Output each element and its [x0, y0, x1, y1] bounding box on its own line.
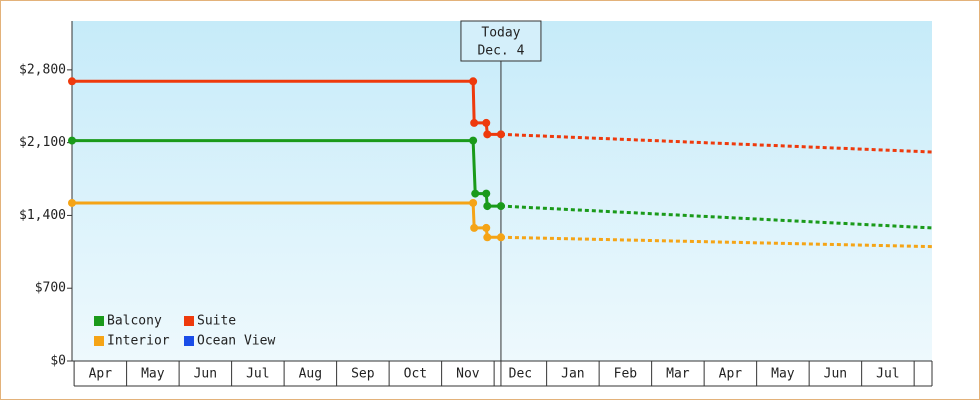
x-tick-label: Oct — [404, 367, 427, 382]
x-tick-label: Jul — [876, 367, 899, 382]
price-point — [68, 136, 76, 145]
x-tick-label: May — [141, 367, 165, 382]
x-tick-label: Feb — [614, 367, 638, 382]
x-tick-label: Aug — [299, 367, 322, 382]
price-point — [482, 189, 491, 198]
legend-label: Balcony — [107, 314, 162, 329]
price-point — [483, 233, 492, 242]
x-tick-label: Apr — [89, 367, 113, 382]
forecast-line — [500, 235, 933, 249]
y-tick-label: $1,400 — [19, 208, 66, 223]
plot-area — [72, 21, 932, 361]
x-tick-label: Jun — [824, 367, 847, 382]
price-point — [496, 202, 505, 211]
x-tick-label: Jan — [561, 367, 584, 382]
price-point — [469, 77, 478, 86]
price-point — [469, 198, 478, 207]
legend-label: Ocean View — [197, 334, 275, 349]
today-date: Dec. 4 — [477, 44, 524, 59]
y-tick-label: $700 — [35, 281, 66, 296]
x-tick-label: Jun — [194, 367, 217, 382]
price-point — [482, 223, 491, 232]
y-tick-label: $2,800 — [19, 62, 66, 77]
legend-label: Interior — [107, 334, 170, 349]
legend-swatch — [94, 336, 104, 346]
price-point — [483, 202, 492, 211]
x-tick-label: May — [771, 367, 795, 382]
price-point — [68, 198, 76, 207]
y-tick-label: $2,100 — [19, 135, 66, 150]
y-tick-label: $0 — [50, 354, 66, 369]
today-box — [460, 20, 542, 62]
x-tick-label: Nov — [456, 367, 480, 382]
forecast-line — [500, 204, 933, 230]
price-point — [469, 136, 478, 145]
legend-label: Suite — [197, 314, 236, 329]
price-point — [496, 233, 505, 242]
price-point — [483, 130, 492, 139]
x-tick-label: Sep — [351, 367, 375, 382]
price-point — [471, 189, 480, 198]
price-point — [68, 77, 76, 86]
price-point — [470, 118, 479, 127]
legend-swatch — [184, 336, 194, 346]
today-label: Today — [481, 26, 520, 41]
x-tick-label: Jul — [246, 367, 269, 382]
x-tick-label: Mar — [666, 367, 690, 382]
forecast-line — [500, 132, 933, 154]
x-tick-label: Dec — [509, 367, 532, 382]
price-point — [482, 118, 491, 127]
x-tick-label: Apr — [719, 367, 743, 382]
legend-swatch — [94, 316, 104, 326]
price-point — [470, 223, 479, 232]
price-point — [496, 130, 505, 139]
legend-swatch — [184, 316, 194, 326]
